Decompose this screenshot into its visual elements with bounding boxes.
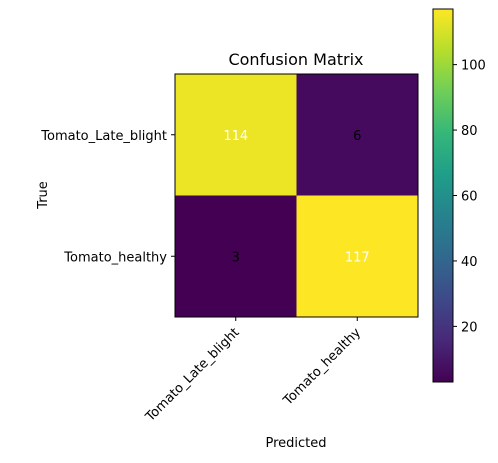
heatmap-cell: [296, 74, 418, 196]
x-tick-label: Tomato_healthy: [280, 325, 364, 409]
colorbar-tick-label: 20: [461, 320, 478, 335]
y-axis: Tomato_Late_blight Tomato_healthy: [40, 129, 175, 265]
heatmap-cell: [296, 195, 418, 317]
x-axis-label: Predicted: [265, 436, 326, 451]
cell-value-label: 6: [353, 129, 361, 144]
heatmap-frame: [174, 73, 419, 318]
colorbar-tick-label: 60: [461, 190, 478, 205]
x-tick-label: Tomato_Late_blight: [142, 325, 242, 425]
heatmap-cell: [175, 74, 297, 196]
x-axis: Tomato_Late_blight Tomato_healthy: [142, 317, 364, 425]
colorbar-tick-label: 80: [461, 124, 478, 139]
chart-title: Confusion Matrix: [228, 50, 363, 69]
y-axis-label: True: [36, 181, 51, 210]
y-tick-label: Tomato_healthy: [63, 250, 167, 265]
cell-value-label: 3: [232, 250, 240, 265]
cell-value-label: 117: [345, 250, 370, 265]
colorbar-tick-label: 100: [461, 59, 486, 74]
heatmap-cell: [175, 195, 297, 317]
colorbar-tick-label: 40: [461, 255, 478, 270]
y-tick-label: Tomato_Late_blight: [40, 129, 167, 144]
cell-value-label: 114: [223, 129, 248, 144]
heatmap: 114 6 3 117: [174, 73, 419, 318]
colorbar: 20 40 60 80 100: [432, 8, 486, 383]
colorbar-gradient: [432, 8, 454, 383]
